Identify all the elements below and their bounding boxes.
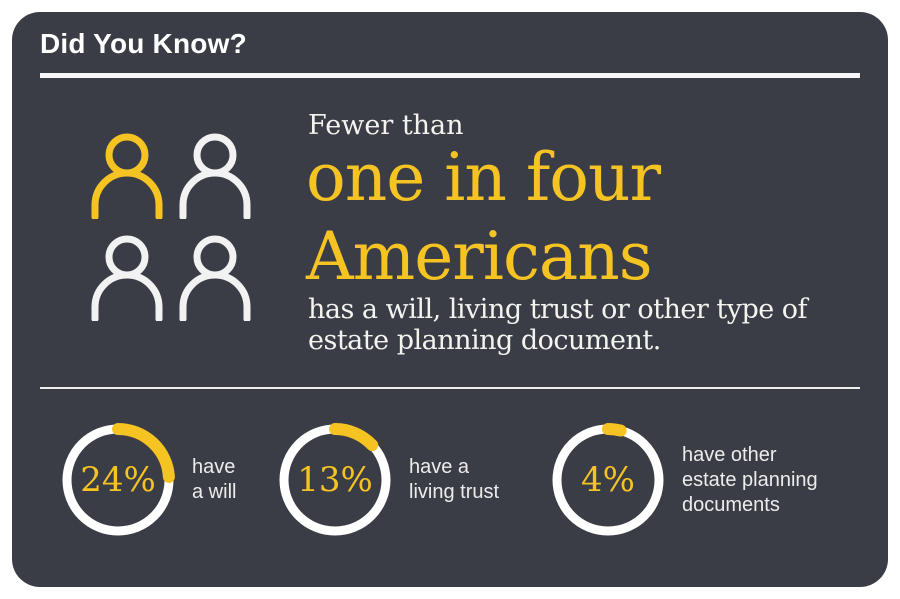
stat-caption: have a will	[192, 455, 236, 505]
page-title: Did You Know?	[40, 28, 247, 59]
title-underline	[40, 73, 860, 78]
donut-chart-living-trust: 13%	[277, 422, 393, 538]
people-icons-group	[90, 133, 252, 321]
hero-intro-text: Fewer than	[308, 110, 464, 141]
stat-caption-line: have a	[409, 456, 470, 478]
hero-detail-line1: has a will, living trust or other type o…	[308, 294, 808, 325]
stat-group-living-trust: 13% have a living trust	[277, 422, 499, 538]
donut-chart-will: 24%	[60, 422, 176, 538]
section-divider	[40, 387, 860, 389]
stat-group-other-documents: 4% have other estate planning documents	[550, 422, 818, 538]
stat-caption-line: documents	[682, 493, 780, 516]
donut-ring-icon	[551, 423, 665, 537]
stat-caption-line: living trust	[409, 481, 500, 503]
stat-caption: have other estate planning documents	[682, 443, 818, 518]
donut-ring-icon	[61, 423, 175, 537]
person-icon	[179, 235, 251, 321]
stat-caption-line: estate planning	[682, 468, 818, 491]
person-icon	[179, 133, 251, 219]
hero-highlight-line2: Americans	[306, 218, 653, 295]
hero-detail-text: has a will, living trust or other type o…	[308, 294, 808, 356]
hero-highlight-line1: one in four	[306, 139, 661, 216]
stat-value: 4%	[581, 460, 635, 500]
donut-arc	[61, 423, 175, 537]
hero-highlight-text: one in four Americans	[306, 138, 661, 296]
person-icon	[91, 235, 163, 321]
stat-caption-line: have	[192, 456, 236, 478]
stat-value: 24%	[80, 460, 156, 500]
stat-value: 13%	[297, 460, 373, 500]
donut-arc	[278, 423, 392, 537]
donut-chart-other-documents: 4%	[550, 422, 666, 538]
donut-ring-icon	[278, 423, 392, 537]
stat-caption-line: a will	[192, 481, 237, 503]
donut-arc	[551, 423, 665, 537]
hero-detail-line2: estate planning document.	[308, 325, 661, 356]
person-icon-highlighted	[91, 133, 163, 219]
did-you-know-card: Did You Know? Fewer than one in four	[12, 12, 888, 587]
stat-caption-line: have other	[682, 443, 777, 466]
stat-group-will: 24% have a will	[60, 422, 236, 538]
stat-caption: have a living trust	[409, 455, 499, 505]
